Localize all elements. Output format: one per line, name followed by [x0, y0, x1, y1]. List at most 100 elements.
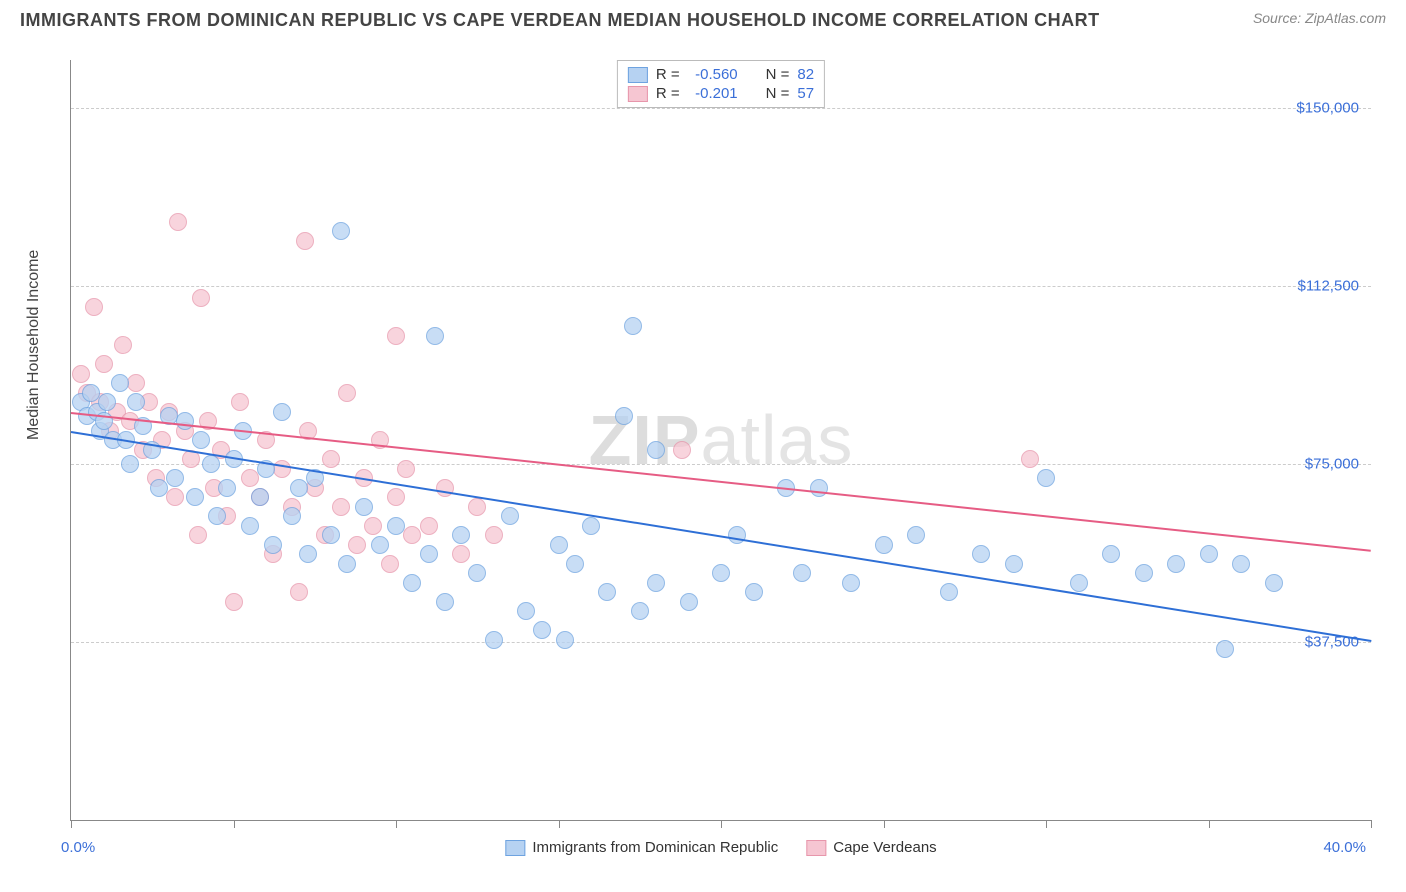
data-point [208, 507, 226, 525]
data-point [517, 602, 535, 620]
data-point [1070, 574, 1088, 592]
data-point [338, 555, 356, 573]
data-point [940, 583, 958, 601]
swatch-series-2 [806, 840, 826, 856]
x-axis-max-label: 40.0% [1323, 839, 1366, 856]
data-point [241, 469, 259, 487]
gridline [71, 108, 1371, 109]
data-point [225, 593, 243, 611]
data-point [403, 574, 421, 592]
x-tick [234, 820, 235, 828]
x-axis-min-label: 0.0% [61, 839, 95, 856]
data-point [1200, 545, 1218, 563]
data-point [264, 536, 282, 554]
data-point [186, 488, 204, 506]
data-point [114, 336, 132, 354]
data-point [533, 621, 551, 639]
data-point [189, 526, 207, 544]
x-tick [1209, 820, 1210, 828]
x-tick [1371, 820, 1372, 828]
gridline [71, 286, 1371, 287]
data-point [332, 222, 350, 240]
trend-line [71, 412, 1371, 552]
data-point [381, 555, 399, 573]
data-point [875, 536, 893, 554]
data-point [121, 455, 139, 473]
data-point [647, 574, 665, 592]
data-point [299, 545, 317, 563]
data-point [745, 583, 763, 601]
data-point [72, 365, 90, 383]
n-label: N = [766, 66, 790, 83]
data-point [793, 564, 811, 582]
data-point [166, 488, 184, 506]
data-point [485, 631, 503, 649]
data-point [273, 460, 291, 478]
data-point [468, 564, 486, 582]
data-point [397, 460, 415, 478]
data-point [1005, 555, 1023, 573]
data-point [85, 298, 103, 316]
swatch-series-2 [628, 86, 648, 102]
data-point [111, 374, 129, 392]
data-point [348, 536, 366, 554]
data-point [1232, 555, 1250, 573]
y-tick-label: $112,500 [1298, 277, 1359, 294]
data-point [387, 327, 405, 345]
data-point [95, 355, 113, 373]
swatch-series-1 [505, 840, 525, 856]
data-point [176, 412, 194, 430]
data-point [624, 317, 642, 335]
data-point [192, 431, 210, 449]
data-point [273, 403, 291, 421]
bottom-legend: Immigrants from Dominican Republic Cape … [505, 839, 936, 856]
trend-line [71, 431, 1371, 642]
scatter-plot: ZIPatlas R = -0.560 N = 82 R = -0.201 N … [70, 60, 1371, 821]
data-point [1216, 640, 1234, 658]
data-point [296, 232, 314, 250]
n-value-1: 82 [797, 66, 814, 83]
data-point [673, 441, 691, 459]
data-point [127, 393, 145, 411]
data-point [322, 526, 340, 544]
data-point [680, 593, 698, 611]
x-tick [559, 820, 560, 828]
data-point [631, 602, 649, 620]
data-point [501, 507, 519, 525]
chart-title: IMMIGRANTS FROM DOMINICAN REPUBLIC VS CA… [20, 10, 1100, 31]
data-point [615, 407, 633, 425]
data-point [468, 498, 486, 516]
data-point [290, 583, 308, 601]
data-point [166, 469, 184, 487]
watermark-thin: atlas [701, 401, 854, 479]
data-point [556, 631, 574, 649]
data-point [550, 536, 568, 554]
data-point [426, 327, 444, 345]
data-point [1167, 555, 1185, 573]
data-point [332, 498, 350, 516]
data-point [1021, 450, 1039, 468]
n-value-2: 57 [797, 85, 814, 102]
data-point [1037, 469, 1055, 487]
data-point [371, 536, 389, 554]
data-point [387, 488, 405, 506]
y-axis-title: Median Household Income [25, 250, 43, 440]
data-point [192, 289, 210, 307]
legend-item-2: Cape Verdeans [806, 839, 936, 856]
stats-row-1: R = -0.560 N = 82 [628, 65, 814, 84]
data-point [582, 517, 600, 535]
data-point [1102, 545, 1120, 563]
data-point [452, 545, 470, 563]
data-point [1135, 564, 1153, 582]
swatch-series-1 [628, 67, 648, 83]
data-point [251, 488, 269, 506]
x-tick [1046, 820, 1047, 828]
data-point [169, 213, 187, 231]
data-point [364, 517, 382, 535]
x-tick [396, 820, 397, 828]
r-value-1: -0.560 [688, 66, 738, 83]
data-point [283, 507, 301, 525]
data-point [907, 526, 925, 544]
r-label: R = [656, 66, 680, 83]
n-label: N = [766, 85, 790, 102]
